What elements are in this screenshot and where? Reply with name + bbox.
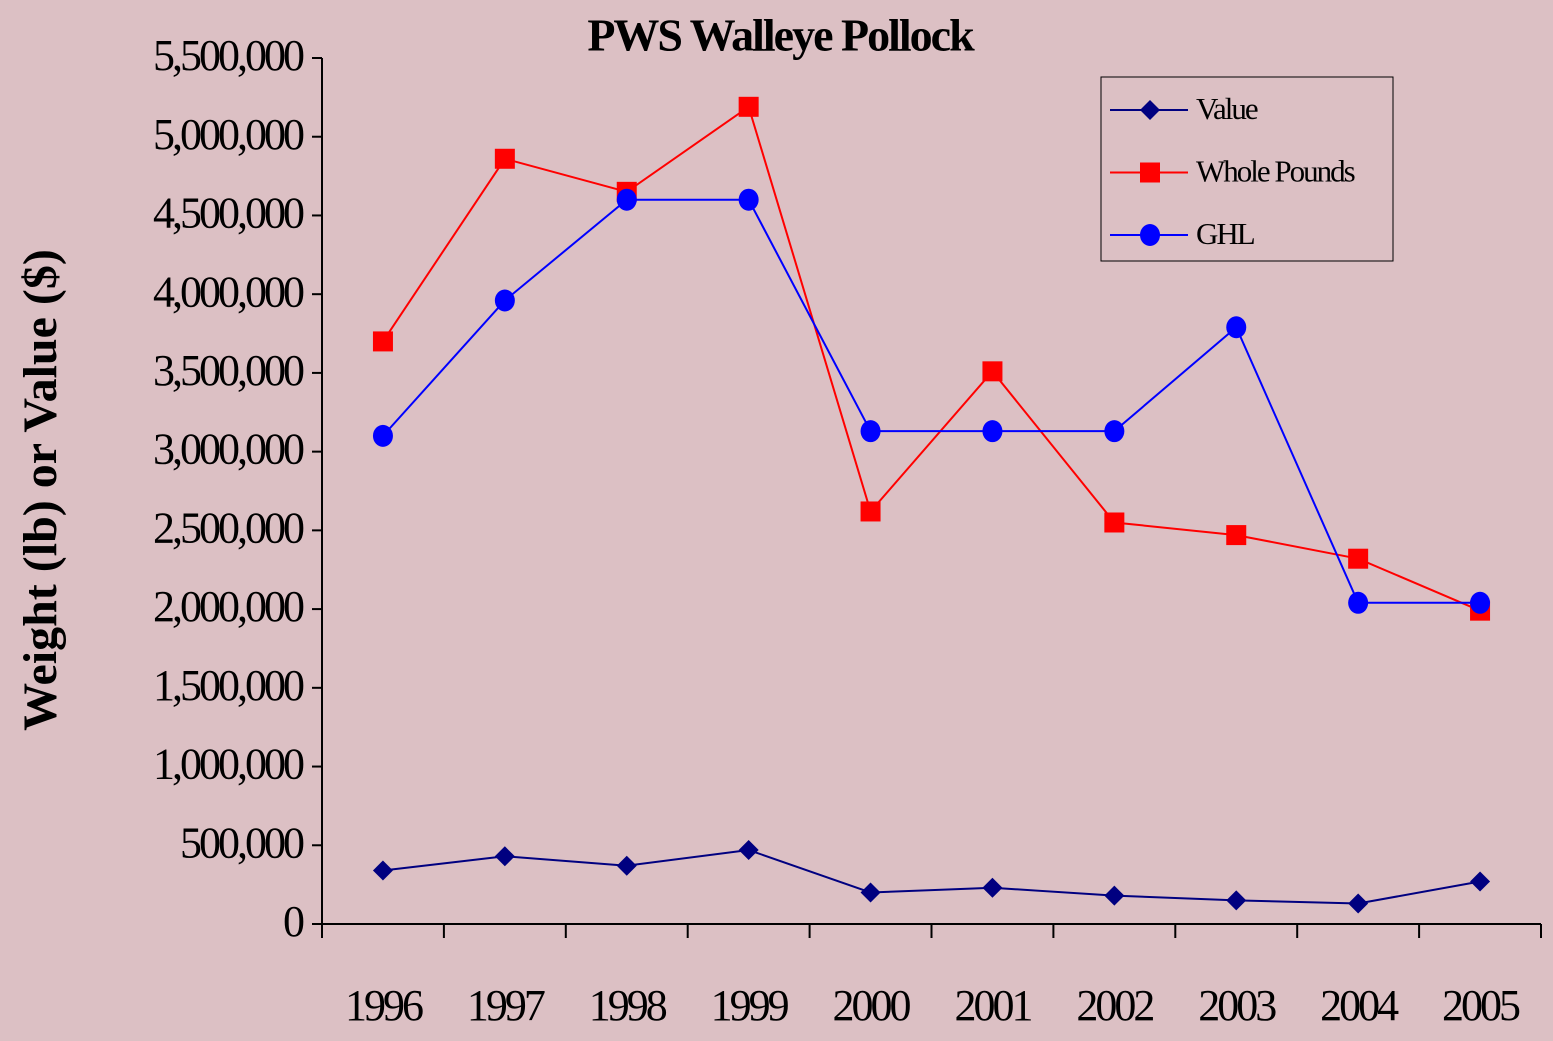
x-tick-label: 2002 (1076, 981, 1153, 1030)
x-tick-label: 1998 (589, 981, 667, 1030)
data-point (860, 501, 881, 522)
x-tick-label: 1997 (467, 981, 545, 1030)
data-point (860, 882, 881, 903)
data-point (1348, 591, 1369, 614)
data-point (1470, 871, 1491, 892)
y-tick-label: 3,500,000 (153, 346, 304, 395)
series-line (382, 105, 1481, 612)
legend-marker (1140, 224, 1160, 246)
data-point (1348, 548, 1369, 569)
data-point (982, 877, 1003, 898)
data-point (738, 96, 759, 117)
data-point (494, 148, 515, 169)
y-tick-label: 500,000 (180, 818, 304, 867)
legend-label: Value (1196, 91, 1258, 126)
data-point (494, 846, 515, 867)
chart-title: PWS Walleye Pollock (587, 10, 975, 61)
data-point (1470, 591, 1491, 614)
legend-box (1100, 76, 1394, 262)
data-point (372, 331, 393, 352)
x-tick-label: 1996 (345, 981, 423, 1030)
x-tick-label: 2001 (954, 981, 1031, 1030)
data-point (738, 188, 759, 211)
data-point (1104, 885, 1125, 906)
legend-label: GHL (1196, 216, 1255, 251)
data-point (982, 361, 1003, 382)
data-point (1104, 420, 1125, 443)
y-tick-label: 5,000,000 (153, 110, 304, 159)
y-tick-label: 2,000,000 (153, 582, 304, 631)
y-tick-label: 1,500,000 (153, 661, 304, 710)
data-point (616, 855, 637, 876)
data-point (1226, 525, 1247, 546)
legend-marker (1140, 100, 1160, 120)
legend-marker (1140, 162, 1160, 183)
x-tick-label: 2003 (1198, 981, 1276, 1030)
data-point (616, 188, 637, 211)
x-tick-label: 1999 (711, 981, 789, 1030)
data-point (372, 860, 393, 881)
data-point (860, 420, 881, 443)
y-tick-label: 4,000,000 (153, 267, 304, 316)
data-point (982, 420, 1003, 443)
data-point (738, 839, 759, 860)
y-axis-label: Weight (lb) or Value ($) (14, 249, 67, 731)
data-point (1348, 893, 1369, 914)
x-tick-label: 2000 (833, 981, 911, 1030)
x-tick-label: 2004 (1320, 981, 1399, 1030)
series-line (382, 848, 1481, 905)
legend-label: Whole Pounds (1196, 154, 1355, 189)
data-point (494, 289, 515, 312)
series-line (382, 198, 1481, 604)
y-tick-label: 3,000,000 (153, 425, 304, 474)
data-point (1226, 890, 1247, 911)
data-point (1104, 512, 1125, 533)
data-point (372, 424, 393, 447)
data-point (1226, 316, 1247, 339)
y-tick-label: 5,500,000 (153, 31, 304, 80)
x-tick-label: 2005 (1442, 981, 1520, 1030)
y-tick-label: 1,000,000 (153, 740, 304, 789)
y-tick-label: 2,500,000 (153, 503, 304, 552)
y-tick-label: 0 (283, 897, 304, 946)
y-tick-label: 4,500,000 (153, 189, 304, 238)
legend: Value Whole Pounds GHL (1100, 76, 1394, 262)
